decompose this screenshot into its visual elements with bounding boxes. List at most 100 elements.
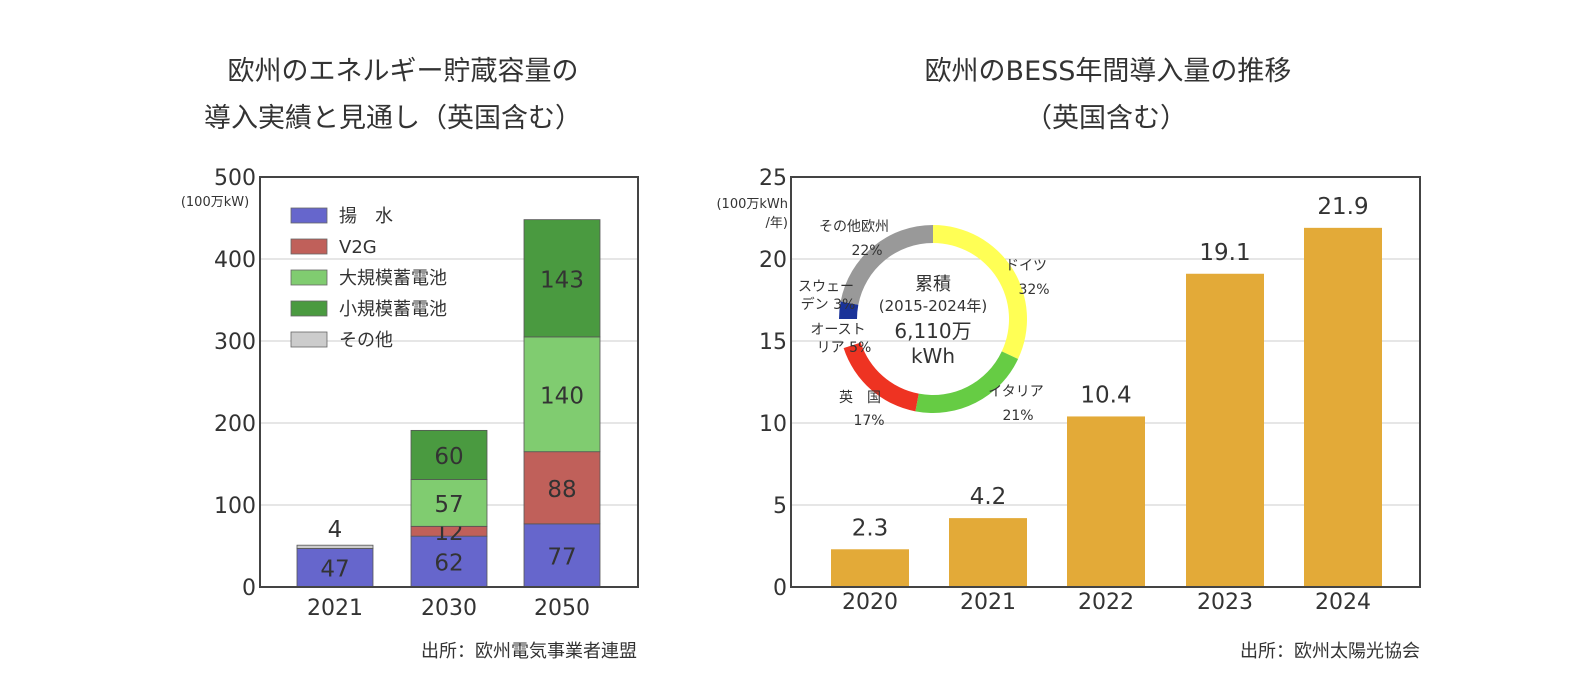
pie-label-1-line-0: イタリア	[988, 384, 1043, 400]
right-x-tick-2022: 2022	[1078, 590, 1134, 615]
legend-label-0: 揚 水	[339, 206, 393, 227]
right-y-tick: 15	[759, 330, 787, 355]
right-y-tick: 20	[759, 248, 787, 273]
right-bar-label-2020: 2.3	[852, 515, 889, 541]
left-bar-label-2030-series-2: 57	[434, 492, 463, 518]
pie-center-line-1: (2015-2024年)	[879, 297, 987, 315]
left-bar-label-2050-series-2: 140	[540, 383, 584, 409]
left-y-tick: 100	[214, 494, 256, 519]
left-y-tick: 500	[214, 166, 256, 191]
left-bar-2030-series-3	[410, 429, 488, 480]
legend-swatch-4	[290, 331, 328, 348]
right-x-tick-2023: 2023	[1197, 590, 1253, 615]
legend-swatch-1	[290, 238, 328, 255]
right-bar-2020	[831, 549, 909, 587]
left-bar-2050-series-0	[523, 523, 601, 588]
left-bar-2030-series-0	[410, 535, 488, 588]
right-y-tick: 25	[759, 166, 787, 191]
left-x-tick-2030: 2030	[421, 596, 477, 621]
right-x-tick-2020: 2020	[842, 590, 898, 615]
left-bar-label-2050-series-3: 143	[540, 267, 584, 293]
right-y-tick: 5	[773, 494, 787, 519]
left-unit-label: (100万kW)	[181, 195, 249, 210]
pie-label-1-line-1: 21%	[1002, 408, 1033, 424]
pie-slice-5	[840, 225, 933, 305]
left-bar-2021-series-4	[296, 544, 374, 549]
legend-label-1: V2G	[339, 237, 377, 258]
right-bar-2022	[1067, 416, 1145, 587]
pie-slice-1	[915, 351, 1019, 413]
right-x-axis: 2020 2021 2022 2023 2024	[842, 590, 1371, 615]
legend-label-2: 大規模蓄電池	[339, 268, 447, 289]
left-chart: 欧州のエネルギー貯蔵容量の 導入実績と見通し（英国含む） (100万kW) 47…	[181, 56, 639, 662]
right-bar-label-2024: 21.9	[1317, 194, 1368, 220]
legend-swatch-2	[290, 269, 328, 286]
right-bars: 2.3 4.2 10.4 19.1 21.9	[831, 194, 1382, 587]
right-chart: 欧州のBESS年間導入量の推移 （英国含む） (100万kWh /年) 2.3 4…	[716, 56, 1421, 662]
left-bar-2021-series-0	[296, 548, 374, 588]
left-y-tick: 300	[214, 330, 256, 355]
left-bar-label-2030-series-0: 62	[434, 551, 463, 577]
pie-slice-0	[933, 225, 1027, 360]
left-y-tick: 200	[214, 412, 256, 437]
legend-label-4: その他	[339, 330, 393, 351]
right-x-tick-2021: 2021	[960, 590, 1016, 615]
right-y-tick: 0	[773, 576, 787, 601]
left-bar-label-2050-series-0: 77	[547, 544, 576, 570]
left-bar-2050-series-2	[523, 336, 601, 453]
pie-label-4-line-0: スウェー	[798, 279, 854, 295]
pie-slice-3	[839, 319, 861, 349]
left-plot-frame	[259, 176, 639, 588]
right-title-line2: （英国含む）	[1025, 103, 1187, 134]
legend-swatch-3	[290, 300, 328, 317]
right-y-axis: 0 5 10 15 20 25	[759, 166, 787, 601]
pie-label-0-line-1: 32%	[1018, 282, 1049, 298]
right-bar-2023	[1186, 273, 1264, 587]
right-source: 出所：欧州太陽光協会	[1240, 641, 1420, 662]
right-unit-line1: (100万kWh	[716, 197, 788, 212]
right-plot-frame	[790, 176, 1421, 588]
left-x-tick-2050: 2050	[534, 596, 590, 621]
left-title-line1: 欧州のエネルギー貯蔵容量の	[228, 56, 579, 87]
pie-center-line-3: kWh	[911, 344, 955, 368]
left-bar-label-2030-series-3: 60	[434, 444, 463, 470]
pie-label-2-line-1: 17%	[853, 413, 884, 429]
pie-label-0-line-0: ドイツ	[1005, 258, 1047, 274]
pie-label-3-line-0: オースト	[810, 322, 865, 338]
left-x-axis: 2021 2030 2050	[307, 596, 590, 621]
legend-label-3: 小規模蓄電池	[339, 299, 447, 320]
left-bar-label-2021-series-0: 47	[320, 557, 349, 583]
left-y-tick: 0	[242, 576, 256, 601]
left-source: 出所：欧州電気事業者連盟	[421, 641, 637, 662]
right-bar-2021	[949, 518, 1027, 587]
left-bar-label-2050-series-1: 88	[547, 477, 576, 503]
left-bar-2050-series-1	[523, 451, 601, 525]
pie-slice-2	[843, 342, 919, 412]
pie-center-line-2: 6,110万	[894, 319, 971, 343]
right-bar-label-2022: 10.4	[1080, 382, 1131, 408]
right-y-tick: 10	[759, 412, 787, 437]
left-bar-2050-series-3	[523, 219, 601, 338]
pie-center-line-0: 累積	[915, 274, 951, 295]
pie-slice-4	[839, 301, 859, 319]
left-title-line2: 導入実績と見通し（英国含む）	[204, 103, 582, 134]
pie-label-5-line-1: 22%	[851, 243, 882, 259]
pie-label-3-line-1: リア 5%	[817, 340, 872, 356]
pie-label-2-line-0: 英 国	[839, 389, 881, 406]
pie-label-4-line-1: デン 3%	[801, 296, 856, 313]
right-bar-2024	[1304, 227, 1382, 587]
left-x-tick-2021: 2021	[307, 596, 363, 621]
left-bar-label-2021-series-4: 4	[328, 517, 343, 543]
pie-label-5-line-0: その他欧州	[819, 219, 889, 235]
left-y-axis: 0 100 200 300 400 500	[214, 166, 256, 601]
right-bar-label-2021: 4.2	[970, 484, 1007, 510]
right-unit-line2: /年)	[766, 216, 788, 231]
left-y-tick: 400	[214, 248, 256, 273]
right-x-tick-2024: 2024	[1315, 590, 1371, 615]
right-title-line1: 欧州のBESS年間導入量の推移	[925, 56, 1292, 87]
right-bar-label-2023: 19.1	[1199, 240, 1250, 266]
